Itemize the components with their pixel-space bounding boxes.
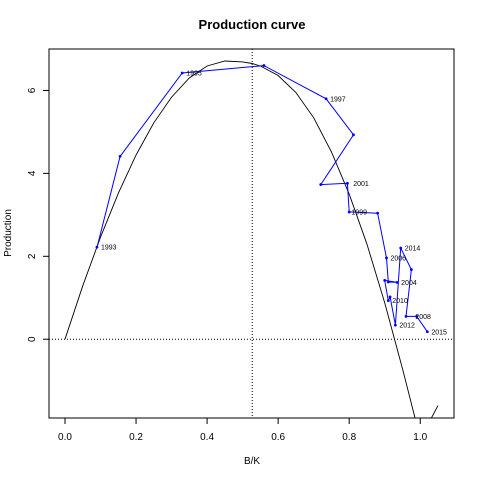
x-tick-label: 0.0 xyxy=(58,432,72,443)
x-tick-label: 0.2 xyxy=(129,432,143,443)
observed-point xyxy=(399,246,403,250)
year-label: 1993 xyxy=(101,245,117,252)
observed-point xyxy=(395,281,399,284)
observed-point xyxy=(393,323,397,327)
year-label: 1997 xyxy=(330,96,346,103)
observed-point xyxy=(409,268,413,271)
observed-point xyxy=(352,133,355,137)
observed-point xyxy=(425,330,429,334)
year-label: 1995 xyxy=(186,71,202,78)
plot-area: 0.0 0.2 0.4 0.6 0.8 1.0 0 2 4 6 1993 1995 1997 1999 20… xyxy=(27,48,455,443)
observed-point xyxy=(324,97,328,101)
observed-point xyxy=(95,245,99,249)
observed-point xyxy=(386,299,390,303)
year-label: 2012 xyxy=(399,323,415,330)
observed-point xyxy=(180,71,184,75)
observed-point xyxy=(383,278,387,282)
x-tick-label: 0.6 xyxy=(271,432,285,443)
y-axis-label: Production xyxy=(3,209,14,257)
observed-point xyxy=(319,183,323,186)
y-tick-label: 4 xyxy=(27,170,38,176)
observed-point xyxy=(388,295,392,299)
observed-point xyxy=(385,256,388,260)
observed-point xyxy=(118,154,122,158)
y-tick-label: 0 xyxy=(27,336,38,342)
year-label: 2014 xyxy=(405,246,421,253)
observed-point xyxy=(415,315,419,318)
observed-point xyxy=(386,280,390,284)
x-tick-label: 0.4 xyxy=(200,432,214,443)
observed-point xyxy=(347,210,351,214)
year-label: 2006 xyxy=(391,255,407,262)
model-curve-line xyxy=(64,60,439,418)
observed-point xyxy=(376,211,380,215)
x-axis-label: B/K xyxy=(244,456,260,467)
observed-point xyxy=(346,181,349,185)
year-label: 2010 xyxy=(392,298,408,305)
year-label: 2015 xyxy=(431,329,447,336)
year-label: 1999 xyxy=(351,209,367,216)
observed-series-line xyxy=(96,65,428,333)
observed-point xyxy=(262,64,266,67)
observed-point xyxy=(404,315,408,318)
chart-title: Production curve xyxy=(199,17,306,32)
x-tick-label: 1.0 xyxy=(413,432,427,443)
year-label: 2008 xyxy=(415,314,431,321)
x-tick-label: 0.8 xyxy=(342,432,356,443)
y-tick-label: 2 xyxy=(27,253,38,259)
plot-frame xyxy=(48,48,455,419)
year-label: 2004 xyxy=(401,280,417,287)
year-label: 2001 xyxy=(353,181,369,188)
y-tick-label: 6 xyxy=(27,87,38,93)
